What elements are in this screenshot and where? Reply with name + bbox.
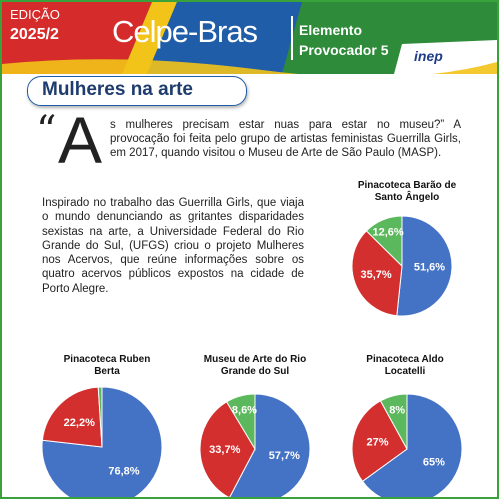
pie-chart-barao: 51,6% 35,7% 12,6% (351, 215, 453, 317)
title-banner (27, 76, 247, 106)
pie-data-label: 22,2% (64, 417, 95, 429)
pie-data-label: 51,6% (414, 261, 445, 273)
header-banner: EDIÇÃO 2025/2 Celpe-Bras Elemento Provoc… (2, 2, 497, 74)
element-line-2: Provocador 5 (299, 42, 389, 58)
pie-title-ruben-berta: Pinacoteca Ruben Berta (63, 354, 151, 377)
pie-data-label: 65% (423, 457, 445, 469)
pie-data-label: 76,8% (108, 466, 139, 478)
pie-slice (365, 215, 403, 268)
pie-slice (199, 401, 256, 497)
inep-logo: inep (414, 48, 443, 64)
element-line-1: Elemento (299, 22, 363, 38)
pie-title-aldo-locatelli: Pinacoteca Aldo Locatelli (366, 354, 444, 377)
pie-slice (351, 230, 403, 317)
pie-slice (41, 386, 163, 497)
open-quote-mark: “ (36, 108, 57, 154)
celpe-bras-logo: Celpe-Bras (112, 14, 258, 49)
article-paragraph-1: s mulheres precisam estar nuas para esta… (110, 119, 461, 159)
pie-slice (396, 215, 453, 317)
pie-chart-aldo-locatelli: 65% 27% 8% (351, 393, 463, 497)
pie-data-label: 8% (389, 405, 405, 417)
pie-chart-ruben-berta: 76,8% 22,2% (41, 386, 163, 497)
pie-data-label: 8,6% (232, 405, 257, 417)
edition-year: 2025/2 (10, 26, 59, 43)
pie-slice (361, 393, 463, 497)
header-background (2, 2, 497, 74)
pie-data-label: 35,7% (361, 269, 392, 281)
pie-data-label: 57,7% (269, 450, 300, 462)
pie-slice (97, 386, 103, 448)
edition-label: EDIÇÃO (10, 7, 60, 22)
drop-cap: A (58, 103, 103, 177)
element-label: Elemento Provocador 5 (299, 20, 388, 60)
pie-slice (379, 393, 408, 450)
pie-data-label: 33,7% (209, 444, 240, 456)
pie-chart-margs: 57,7% 33,7% 8,6% (199, 393, 311, 497)
pie-data-label: 12,6% (373, 227, 404, 239)
pie-title-barao: Pinacoteca Barão de Santo Ângelo (357, 180, 457, 203)
pie-slice (41, 386, 103, 448)
pie-slice (351, 400, 408, 483)
pie-slice (226, 393, 256, 451)
pie-title-margs: Museu de Arte do Rio Grande do Sul (203, 354, 307, 377)
page-title: Mulheres na arte (42, 79, 193, 100)
article-paragraph-2: Inspirado no trabalho das Guerrilla Girl… (42, 197, 304, 295)
pie-data-label: 27% (366, 436, 388, 448)
pie-slice (229, 393, 311, 497)
